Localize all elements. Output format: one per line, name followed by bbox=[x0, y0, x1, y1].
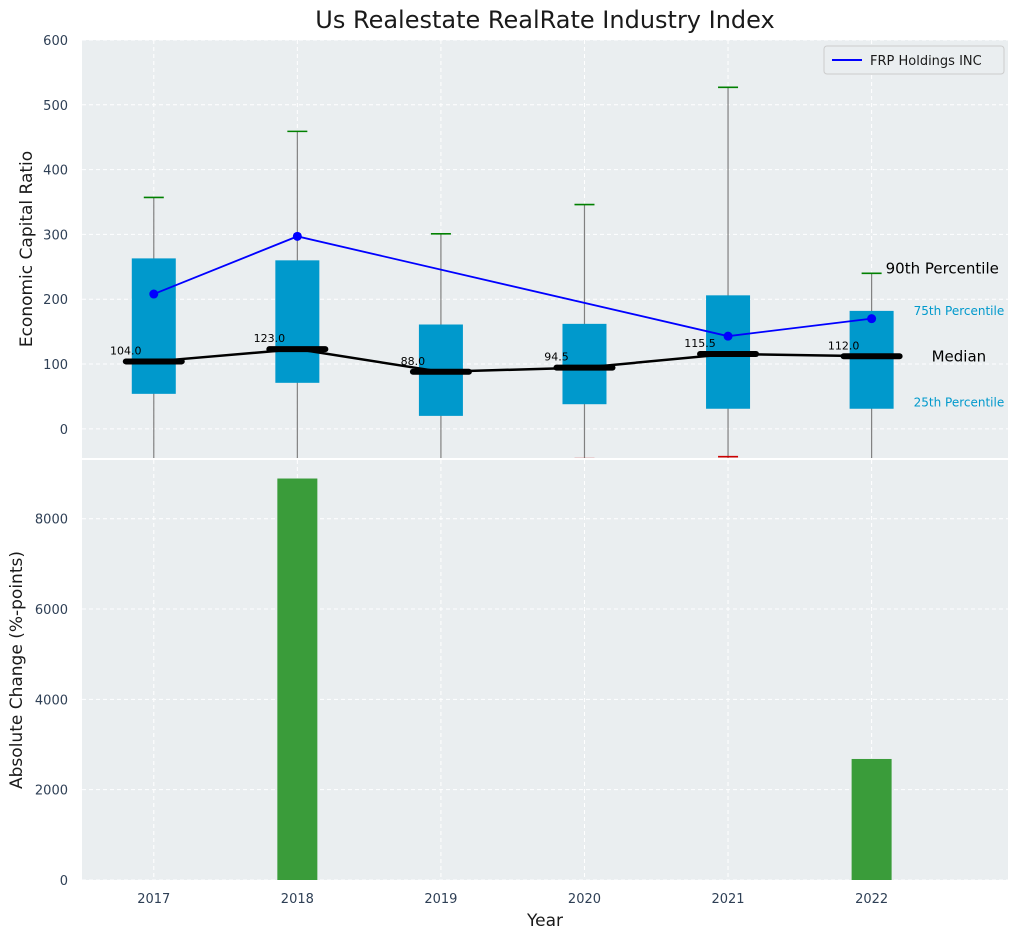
company-series-point bbox=[867, 314, 877, 324]
company-series-line bbox=[153, 235, 872, 338]
median-value-label: 123.0 bbox=[254, 332, 286, 345]
x-tick-label: 2022 bbox=[855, 892, 888, 907]
bottom-y-tick-label: 6000 bbox=[35, 603, 68, 618]
x-tick-label: 2019 bbox=[424, 892, 457, 907]
median-value-label: 88.0 bbox=[401, 355, 426, 368]
chart-title: Us Realestate RealRate Industry Index bbox=[315, 6, 774, 34]
bottom-y-tick-label: 0 bbox=[60, 874, 68, 889]
change-bar bbox=[851, 758, 892, 880]
top-y-tick-label: 100 bbox=[43, 358, 68, 373]
top-y-tick-label: 500 bbox=[43, 99, 68, 114]
top-y-tick-label: 200 bbox=[43, 293, 68, 308]
top-y-tick-label: 400 bbox=[43, 164, 68, 179]
annotation-p75: 75th Percentile bbox=[914, 304, 1005, 318]
bottom-y-tick-label: 4000 bbox=[35, 693, 68, 708]
company-series-point bbox=[723, 331, 733, 341]
x-tick-label: 2021 bbox=[711, 892, 744, 907]
top-y-tick-label: 600 bbox=[43, 34, 68, 49]
legend-box bbox=[823, 45, 1005, 75]
x-tick-label: 2017 bbox=[137, 892, 170, 907]
median-value-label: 104.0 bbox=[110, 344, 142, 357]
median-value-label: 94.5 bbox=[544, 351, 569, 364]
bottom-y-tick-label: 8000 bbox=[35, 513, 68, 528]
bottom-y-axis-title: Absolute Change (%-points) bbox=[7, 551, 27, 789]
box-iqr bbox=[131, 258, 176, 394]
x-tick-label: 2018 bbox=[281, 892, 314, 907]
box-iqr bbox=[562, 323, 607, 405]
bottom-y-tick-label: 2000 bbox=[35, 784, 68, 799]
top-y-tick-label: 0 bbox=[60, 423, 68, 438]
median-value-label: 115.5 bbox=[684, 337, 716, 350]
company-series-point bbox=[292, 231, 302, 241]
legend-label: FRP Holdings INC bbox=[870, 54, 982, 69]
box-iqr bbox=[275, 260, 320, 383]
annotation-p90: 90th Percentile bbox=[886, 259, 999, 277]
change-bar bbox=[277, 478, 318, 880]
x-tick-label: 2020 bbox=[568, 892, 601, 907]
top-y-tick-label: 300 bbox=[43, 228, 68, 243]
annotation-p25: 25th Percentile bbox=[914, 396, 1005, 410]
box-iqr bbox=[849, 310, 894, 409]
annotation-median: Median bbox=[932, 347, 987, 365]
x-axis-title: Year bbox=[526, 911, 563, 931]
median-value-label: 112.0 bbox=[828, 339, 860, 352]
company-series-point bbox=[149, 289, 159, 299]
top-y-axis-title: Economic Capital Ratio bbox=[17, 151, 37, 347]
